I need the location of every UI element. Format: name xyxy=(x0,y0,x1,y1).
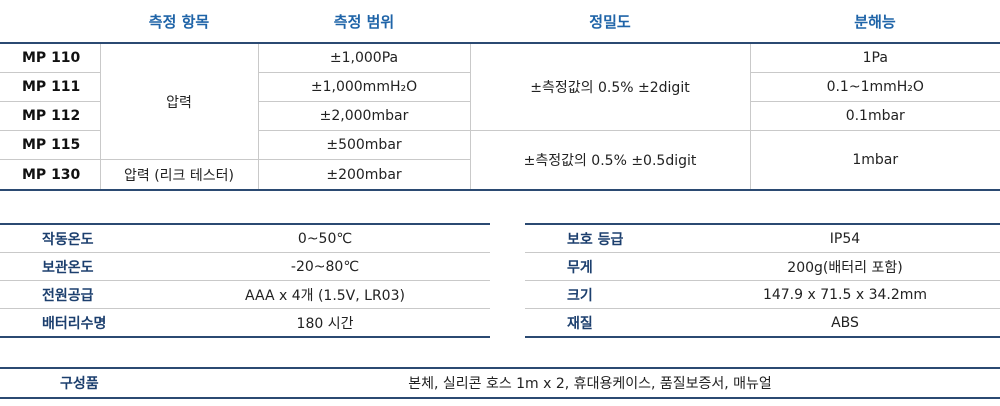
spec-label: 배터리수명 xyxy=(42,315,107,332)
spec-value: IP54 xyxy=(690,224,1000,253)
row: 보호 등급 IP54 xyxy=(525,224,1000,253)
header-cell: 측정 항목 xyxy=(100,0,258,44)
model: MP 110 xyxy=(0,43,100,73)
spec-label: 보관온도 xyxy=(0,252,160,281)
row: 무게 200g(배터리 포함) xyxy=(525,252,1000,281)
spec-value: 200g(배터리 포함) xyxy=(690,252,1000,281)
range: ±1,000mmH₂O xyxy=(257,72,470,102)
spec-label: 크기 xyxy=(525,280,690,309)
header-cell xyxy=(0,0,100,44)
range: ±2,000mbar xyxy=(257,101,470,131)
row: MP 115 ±500mbar ±측정값의 0.5% ±0.5digit 1mb… xyxy=(0,130,1000,191)
model: MP 115 xyxy=(0,130,100,160)
range: ±1,000Pa xyxy=(257,43,470,73)
row: 작동온도 0~50℃ xyxy=(0,224,490,253)
row: 배터리수명 180 시간 xyxy=(0,309,490,338)
item: 압력 (리크 테스터) xyxy=(99,159,258,191)
resolution: 1Pa xyxy=(749,43,1000,73)
general-specs-left: 작동온도 0~50℃ 보관온도 -20~80℃ 전원공급 AAA x 4개 (1.5V, … xyxy=(0,223,490,338)
row: MP 112 ±2,000mbar 0.1mbar xyxy=(0,101,1000,131)
model: MP 130 xyxy=(0,159,100,191)
spec-label: 전원공급 xyxy=(0,280,160,309)
row: MP 110 압력 ±1,000Pa ±측정값의 0.5% ±2digit 1P… xyxy=(0,43,1000,160)
resolution: 0.1mbar xyxy=(749,101,1000,131)
spec-value: 147.9 x 71.5 x 34.2mm xyxy=(690,280,1000,309)
spec-label: 보호 등급 xyxy=(525,224,690,253)
range: ±200mbar xyxy=(257,159,470,191)
row: 보관온도 -20~80℃ xyxy=(0,252,490,281)
accuracy: ±측정값의 0.5% ±2digit xyxy=(469,43,750,131)
row: 크기 147.9 x 71.5 x 34.2mm xyxy=(525,280,1000,309)
header-cell: 측정 범위 xyxy=(258,0,470,44)
spec-table: 측정 항목 측정 범위 정밀도 분해능 MP 110 압력 ±1,000Pa ±… xyxy=(0,0,1000,191)
header-cell: 정밀도 xyxy=(470,0,750,44)
resolution: 1mbar xyxy=(749,130,1000,191)
spec-label: 재질 xyxy=(567,315,593,332)
spec-value: 0~50℃ xyxy=(160,224,490,253)
row: 전원공급 AAA x 4개 (1.5V, LR03) xyxy=(0,280,490,309)
row: MP 111 ±1,000mmH₂O 0.1~1mmH₂O xyxy=(0,72,1000,102)
range: ±500mbar xyxy=(257,130,470,160)
item: 압력 xyxy=(99,43,258,160)
components-value: 본체, 실리콘 호스 1m x 2, 휴대용케이스, 품질보증서, 매뉴얼 xyxy=(408,376,772,392)
spec-value: AAA x 4개 (1.5V, LR03) xyxy=(160,280,490,309)
spec-value: 180 시간 xyxy=(296,315,354,332)
resolution: 0.1~1mmH₂O xyxy=(749,72,1000,102)
spec-label: 작동온도 xyxy=(0,224,160,253)
header-cell: 분해능 xyxy=(750,0,1000,44)
model: MP 111 xyxy=(0,72,100,102)
row: 구성품 본체, 실리콘 호스 1m x 2, 휴대용케이스, 품질보증서, 매뉴… xyxy=(0,368,1000,398)
components-table: 구성품 본체, 실리콘 호스 1m x 2, 휴대용케이스, 품질보증서, 매뉴… xyxy=(0,367,1000,399)
row: 재질 ABS xyxy=(525,309,1000,338)
spec-value: -20~80℃ xyxy=(160,252,490,281)
row: MP 130 압력 (리크 테스터) ±200mbar xyxy=(0,159,1000,191)
accuracy: ±측정값의 0.5% ±0.5digit xyxy=(469,130,750,191)
spec-value: ABS xyxy=(831,314,859,331)
spec-label: 무게 xyxy=(525,252,690,281)
header-row: 측정 항목 측정 범위 정밀도 분해능 xyxy=(0,0,1000,44)
components-label: 구성품 xyxy=(60,376,99,392)
model: MP 112 xyxy=(0,101,100,131)
general-specs-right: 보호 등급 IP54 무게 200g(배터리 포함) 크기 147.9 x 71.5 x … xyxy=(525,223,1000,338)
